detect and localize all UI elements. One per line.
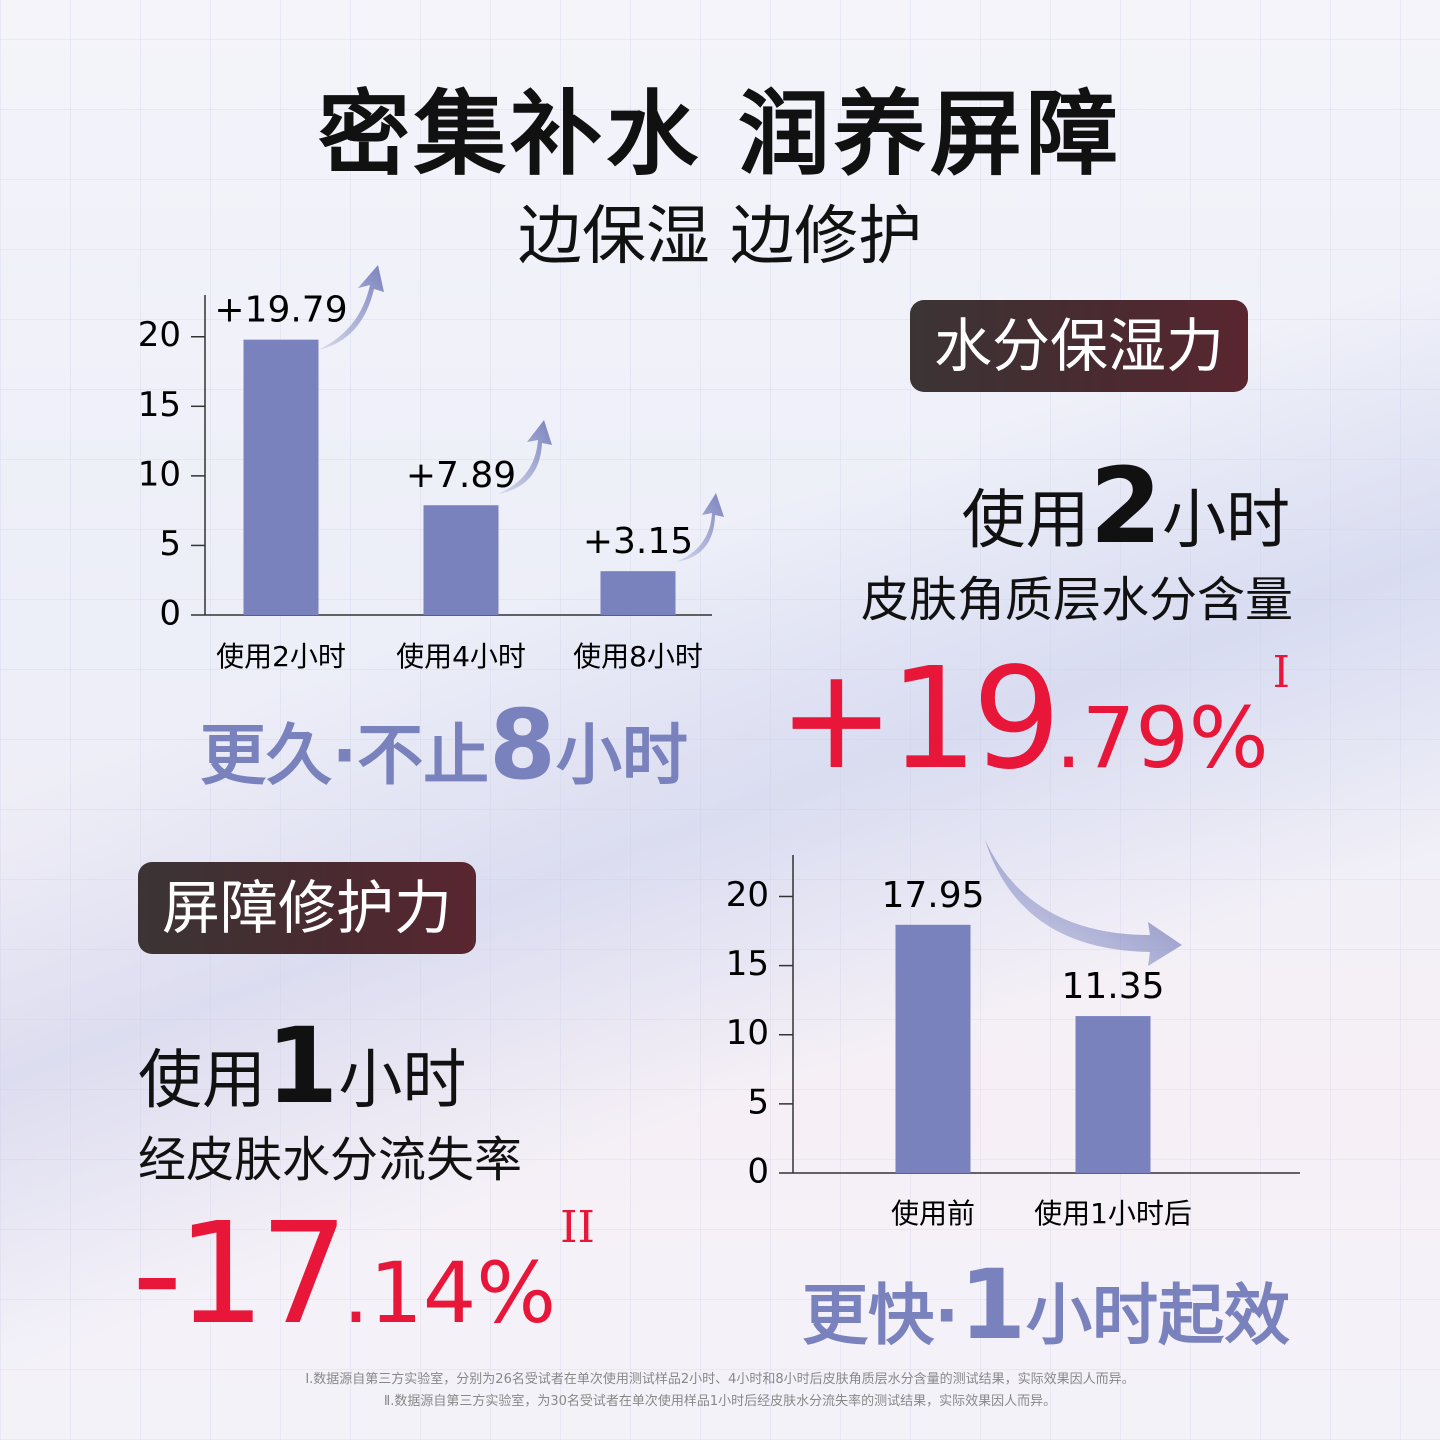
title: 密集补水 润养屏障 (317, 81, 1123, 188)
value-label: +19.79 (214, 290, 347, 331)
arrow-down (985, 840, 1182, 966)
arrow-up (498, 420, 552, 494)
y-tick-label: 20 (726, 875, 769, 915)
y-tick-label: 0 (747, 1152, 769, 1192)
y-tick-label: 10 (138, 454, 181, 494)
caption-text: 小时起效 (1026, 1277, 1290, 1354)
caption-text: 更快· (802, 1277, 960, 1354)
x-tick-label: 使用2小时 (216, 640, 346, 673)
bar (423, 505, 499, 615)
stat-decimal: .79% (1055, 689, 1269, 787)
bar (1075, 1016, 1151, 1173)
heading-text: 小时 (1162, 484, 1290, 558)
stat-note: I (1272, 647, 1290, 698)
value-label: 11.35 (1061, 966, 1164, 1007)
description: 皮肤角质层水分含量 (860, 572, 1293, 628)
x-tick-label: 使用8小时 (573, 640, 703, 673)
x-tick-label: 使用1小时后 (1034, 1197, 1192, 1230)
caption: 更快·1小时起效 (802, 1255, 1290, 1366)
arrow-up (318, 265, 384, 350)
bar (895, 924, 971, 1173)
stat: +19.79%I (778, 650, 1290, 790)
value-label: +3.15 (583, 521, 693, 562)
heading-number: 1 (266, 1005, 339, 1127)
y-tick-label: 5 (747, 1082, 769, 1122)
caption-text: 小时 (555, 717, 688, 794)
heading: 使用1小时 (138, 1014, 467, 1131)
value-label: 17.95 (881, 875, 984, 916)
y-tick-label: 20 (138, 315, 181, 355)
y-tick-label: 15 (726, 944, 769, 984)
heading-text: 小时 (338, 1044, 467, 1118)
y-tick-label: 0 (159, 594, 181, 634)
arrow-up (676, 493, 724, 562)
x-tick-label: 使用前 (891, 1197, 975, 1230)
bar (600, 571, 676, 615)
heading: 使用2小时 (961, 454, 1290, 571)
footnote: Ⅰ.数据源自第三方实验室，分别为26名受试者在单次使用测试样品2小时、4小时和8… (305, 1372, 1135, 1387)
y-tick-label: 5 (159, 524, 181, 564)
heading-number: 2 (1089, 445, 1162, 567)
bar (243, 339, 319, 615)
value-label: +7.89 (406, 455, 516, 496)
caption-text: 更久·不止 (200, 717, 490, 794)
y-tick-label: 10 (726, 1013, 769, 1053)
x-tick-label: 使用4小时 (396, 640, 526, 673)
caption-number: 1 (959, 1249, 1026, 1361)
y-tick-label: 15 (138, 385, 181, 425)
description: 经皮肤水分流失率 (138, 1132, 523, 1188)
stat-main: -17 (132, 1193, 349, 1356)
badge: 屏障修护力 (138, 862, 477, 954)
caption: 更久·不止8小时 (200, 695, 688, 806)
stat-decimal: .14% (342, 1244, 557, 1342)
caption-number: 8 (489, 689, 556, 801)
subtitle: 边保湿 边修护 (517, 200, 923, 274)
stat-main: +19 (777, 638, 1061, 801)
heading-text: 使用 (961, 484, 1090, 558)
stat: -17.14%II (132, 1205, 595, 1345)
heading-text: 使用 (138, 1044, 266, 1118)
stat-note: II (560, 1202, 595, 1253)
badge: 水分保湿力 (910, 300, 1249, 392)
footnote: Ⅱ.数据源自第三方实验室，为30名受试者在单次使用样品1小时后经皮肤水分流失率的… (383, 1394, 1057, 1409)
